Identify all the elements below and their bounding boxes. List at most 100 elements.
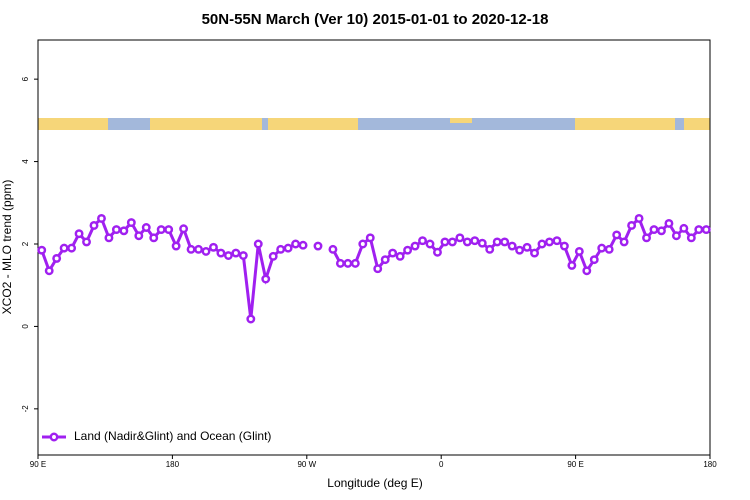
- point: [447, 237, 457, 247]
- point: [403, 245, 413, 255]
- point: [582, 266, 592, 276]
- point: [574, 246, 584, 256]
- point: [44, 266, 54, 276]
- point: [231, 248, 241, 258]
- point: [365, 233, 375, 243]
- point: [530, 248, 539, 258]
- point: [291, 239, 301, 249]
- point: [171, 241, 181, 251]
- point: [462, 237, 472, 247]
- point: [627, 221, 637, 230]
- point: [97, 213, 106, 223]
- x-tick-label: 90 W: [297, 460, 316, 469]
- point: [104, 233, 114, 243]
- y-tick-label: 6: [21, 76, 30, 81]
- y-tick-label: 2: [21, 241, 30, 246]
- point: [119, 226, 129, 236]
- point: [283, 243, 293, 253]
- point: [194, 244, 203, 254]
- point: [59, 243, 69, 253]
- point: [634, 213, 644, 223]
- point: [209, 242, 218, 252]
- point: [589, 255, 599, 265]
- point: [522, 242, 532, 252]
- point: [350, 258, 360, 268]
- point: [52, 253, 62, 263]
- point: [642, 233, 651, 243]
- point: [67, 243, 77, 253]
- point: [500, 237, 510, 247]
- point: [507, 241, 517, 251]
- x-tick-label: 180: [703, 460, 717, 469]
- point: [82, 237, 91, 247]
- point: [223, 251, 233, 260]
- plot-frame: [37, 39, 711, 456]
- point: [545, 237, 554, 247]
- point: [276, 244, 286, 254]
- point: [559, 241, 569, 251]
- point: [671, 231, 681, 241]
- point: [328, 244, 338, 254]
- point: [216, 248, 226, 258]
- point: [111, 225, 121, 235]
- point: [597, 243, 607, 253]
- point: [164, 225, 174, 235]
- point: [388, 248, 398, 258]
- point: [425, 239, 435, 249]
- point: [664, 218, 674, 228]
- point: [679, 223, 689, 233]
- legend-label: Land (Nadir&Glint) and Ocean (Glint): [74, 429, 271, 443]
- point: [477, 238, 487, 248]
- point: [410, 241, 420, 251]
- legend-marker: [49, 432, 59, 442]
- point: [433, 247, 442, 257]
- x-tick-label: 90 E: [567, 460, 583, 469]
- point: [604, 244, 614, 254]
- point: [485, 244, 495, 254]
- point: [238, 251, 248, 260]
- y-tick-label: 4: [21, 159, 30, 164]
- point: [37, 245, 47, 255]
- point: [141, 223, 151, 232]
- point: [694, 225, 704, 235]
- y-tick-label: 0: [21, 324, 30, 329]
- point: [358, 239, 368, 249]
- point: [253, 239, 263, 249]
- point: [268, 251, 278, 261]
- point: [373, 264, 383, 274]
- point: [74, 229, 84, 239]
- point: [89, 221, 99, 230]
- point: [261, 274, 271, 284]
- x-tick-label: 0: [439, 460, 444, 469]
- point: [612, 230, 622, 240]
- point: [335, 258, 345, 268]
- point: [455, 233, 465, 243]
- point: [246, 314, 256, 324]
- point: [126, 218, 136, 228]
- x-tick-label: 90 E: [30, 460, 46, 469]
- point: [343, 258, 353, 268]
- x-axis-label: Longitude (deg E): [327, 476, 422, 490]
- y-tick-label: -2: [21, 405, 30, 413]
- point: [440, 237, 450, 247]
- point: [179, 224, 189, 234]
- chart-title: 50N-55N March (Ver 10) 2015-01-01 to 202…: [202, 11, 549, 28]
- point: [649, 225, 659, 235]
- point: [418, 236, 427, 246]
- point: [515, 245, 525, 255]
- point: [395, 251, 405, 261]
- point: [470, 236, 480, 246]
- point: [686, 233, 696, 243]
- y-axis-label: XCO2 - MLO trend (ppm): [0, 180, 14, 315]
- x-tick-label: 180: [166, 460, 180, 469]
- point: [552, 236, 562, 246]
- point: [619, 237, 629, 247]
- point: [537, 239, 547, 249]
- point: [657, 226, 666, 236]
- point: [149, 233, 159, 243]
- point: [492, 237, 502, 247]
- point: [313, 241, 323, 251]
- point: [186, 244, 196, 254]
- point: [156, 225, 166, 235]
